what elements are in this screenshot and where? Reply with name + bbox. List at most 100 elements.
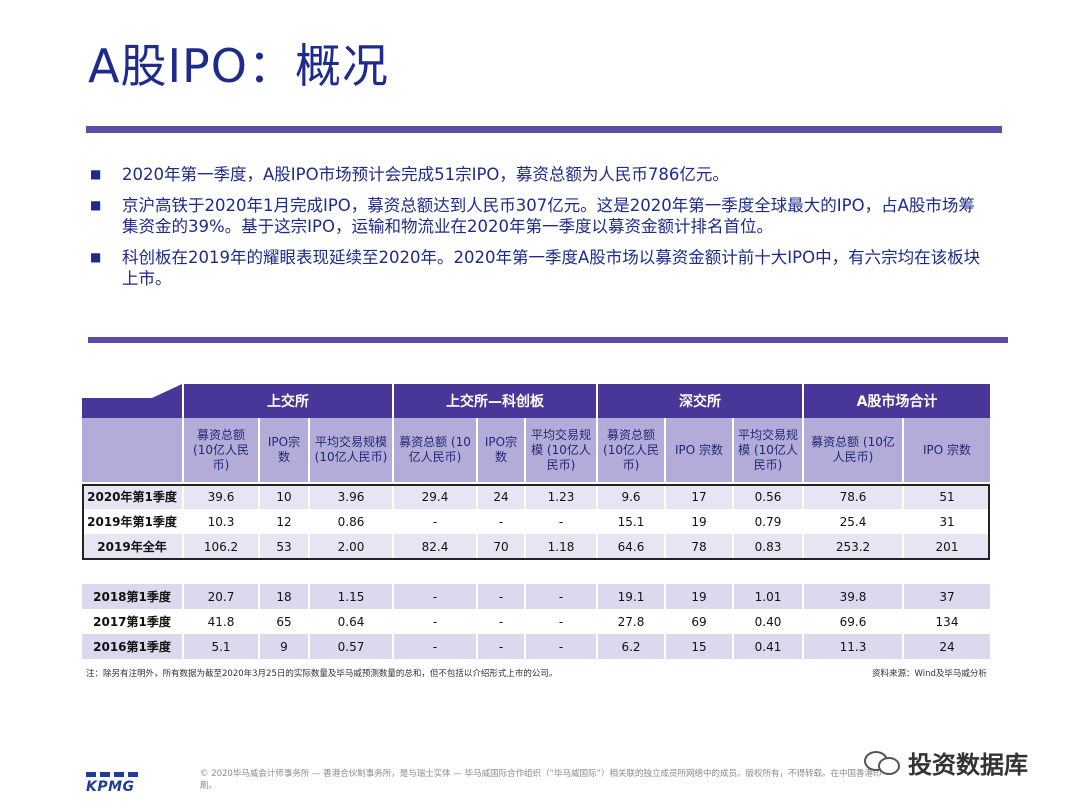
table-row: 2019年第1季度 10.3 12 0.86- - -15.1 19 0.79 25.4 31: [82, 509, 990, 534]
bullet-text: 京沪高铁于2020年1月完成IPO，募资总额达到人民币307亿元。这是2020年…: [122, 196, 975, 236]
table-cell: 15: [664, 634, 732, 659]
table-cell: 10.3: [182, 509, 258, 534]
copyright-text: © 2020毕马威会计师事务所 — 香港合伙制事务所，是与瑞士实体 — 毕马威国…: [200, 769, 882, 791]
table-cell: -: [524, 584, 596, 609]
subheader-cell: 募资总额(10亿人民币): [182, 418, 258, 482]
table-cell: 29.4: [392, 484, 476, 509]
table-cell: 0.83: [732, 534, 802, 559]
table-cell: 64.6: [596, 534, 664, 559]
table-subheader: 募资总额(10亿人民币) IPO宗数 平均交易规模 (10亿人民币) 募资总额 …: [82, 418, 990, 482]
table-cell: 1.15: [308, 584, 392, 609]
table-cell: 0.64: [308, 609, 392, 634]
table-cell: -: [476, 609, 524, 634]
subheader-cell: 募资总额 (10亿人民币): [802, 418, 902, 482]
watermark: 投资数据库: [864, 745, 1028, 780]
row-label: 2017第1季度: [82, 609, 182, 634]
row-label: 2019年全年: [82, 534, 182, 559]
bullet-item: ■ 2020年第一季度，A股IPO市场预计会完成51宗IPO，募资总额为人民币7…: [86, 164, 986, 185]
group-header-szse: 深交所: [596, 384, 802, 418]
table-cell: 19: [664, 509, 732, 534]
watermark-text: 投资数据库: [908, 751, 1028, 779]
group-header-sse: 上交所: [182, 384, 392, 418]
table-cell: 253.2: [802, 534, 902, 559]
table-cell: -: [524, 609, 596, 634]
logo-bars: [86, 772, 142, 777]
table-cell: 20.7: [182, 584, 258, 609]
table-group-header: 上交所 上交所—科创板 深交所 A股市场合计: [82, 384, 990, 418]
wechat-icon: [864, 747, 902, 779]
table-cell: 0.56: [732, 484, 802, 509]
table-cell: 2.00: [308, 534, 392, 559]
bullet-item: ■ 科创板在2019年的耀眼表现延续至2020年。2020年第一季度A股市场以募…: [86, 247, 986, 289]
table-cell: -: [476, 584, 524, 609]
subheader-cell: 募资总额 (10亿人民币): [596, 418, 664, 482]
subheader-cell: IPO 宗数: [902, 418, 990, 482]
table-cell: 0.79: [732, 509, 802, 534]
source-note: 资料来源：Wind及毕马威分析: [872, 669, 987, 679]
table-cell: 17: [664, 484, 732, 509]
page-title: A股IPO：概况: [88, 39, 389, 93]
table-cell: 6.2: [596, 634, 664, 659]
table-cell: 9: [258, 634, 308, 659]
bullet-list: ■ 2020年第一季度，A股IPO市场预计会完成51宗IPO，募资总额为人民币7…: [86, 164, 986, 299]
table-row: 2016第1季度 5.1 9 0.57- - -6.2 15 0.41 11.3 24: [82, 634, 990, 659]
table-cell: 70: [476, 534, 524, 559]
table-row: 2020年第1季度 39.6 10 3.96 29.4 24 1.23 9.6 17 0.56 78…: [82, 484, 990, 509]
table-cell: 78: [664, 534, 732, 559]
table-cell: 0.41: [732, 634, 802, 659]
subheader-cell: 募资总额 (10亿人民币): [392, 418, 476, 482]
logo-text: KPMG: [86, 779, 135, 795]
table-cell: 24: [476, 484, 524, 509]
subheader-cell: 平均交易规模 (10亿人民币): [308, 418, 392, 482]
table-cell: 37: [902, 584, 990, 609]
table-cell: 0.57: [308, 634, 392, 659]
table-cell: 25.4: [802, 509, 902, 534]
table-cell: -: [524, 509, 596, 534]
table-cell: 31: [902, 509, 990, 534]
table-cell: 12: [258, 509, 308, 534]
table-cell: 10: [258, 484, 308, 509]
table-cell: 51: [902, 484, 990, 509]
subheader-cell: IPO宗数: [476, 418, 524, 482]
table-cell: 1.23: [524, 484, 596, 509]
table-cell: 1.01: [732, 584, 802, 609]
table-cell: 11.3: [802, 634, 902, 659]
table-row: 2018第1季度 20.7 18 1.15- - -19.1 19 1.01 39.8 37: [82, 584, 990, 609]
group-header-star-market: 上交所—科创板: [392, 384, 596, 418]
subheader-cell: IPO 宗数: [664, 418, 732, 482]
subheader-cell: IPO宗数: [258, 418, 308, 482]
table-cell: 24: [902, 634, 990, 659]
subheader-blank: [82, 418, 182, 482]
table-cell: 5.1: [182, 634, 258, 659]
table-cell: 15.1: [596, 509, 664, 534]
table-cell: 3.96: [308, 484, 392, 509]
bullet-icon: ■: [90, 167, 102, 181]
table-cell: 39.8: [802, 584, 902, 609]
table-cell: 106.2: [182, 534, 258, 559]
bullet-text: 2020年第一季度，A股IPO市场预计会完成51宗IPO，募资总额为人民币786…: [122, 165, 729, 184]
table-cell: 9.6: [596, 484, 664, 509]
table-cell: 82.4: [392, 534, 476, 559]
bullet-icon: ■: [90, 198, 102, 212]
table-cell: -: [524, 634, 596, 659]
table-cell: 134: [902, 609, 990, 634]
table-cell: -: [392, 584, 476, 609]
row-label: 2019年第1季度: [82, 509, 182, 534]
table-cell: 0.86: [308, 509, 392, 534]
table-cell: 19: [664, 584, 732, 609]
footnote: 注：除另有注明外，所有数据为截至2020年3月25日的实际数量及毕马威预测数量的…: [86, 669, 558, 679]
section-divider: [88, 337, 1008, 343]
table-cell: 201: [902, 534, 990, 559]
table-cell: 18: [258, 584, 308, 609]
table-cell: -: [476, 509, 524, 534]
row-label: 2020年第1季度: [82, 484, 182, 509]
table-cell: -: [392, 509, 476, 534]
title-divider: [86, 126, 1002, 133]
subheader-cell: 平均交易规模 (10亿人民币): [732, 418, 802, 482]
table-cell: 1.18: [524, 534, 596, 559]
table-cell: -: [392, 609, 476, 634]
table-cell: 78.6: [802, 484, 902, 509]
subheader-cell: 平均交易规模 (10亿人民币): [524, 418, 596, 482]
group-header-a-share-total: A股市场合计: [802, 384, 990, 418]
table-cell: 69.6: [802, 609, 902, 634]
